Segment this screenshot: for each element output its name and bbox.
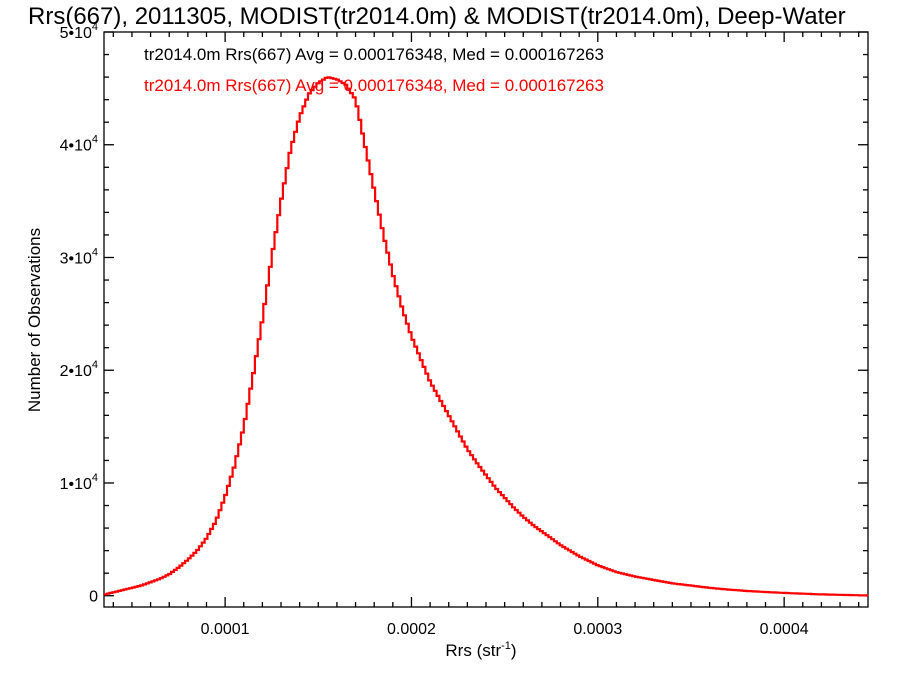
x-tick-label: 0.0003 <box>573 621 622 638</box>
y-tick-label: 2•104 <box>60 359 98 380</box>
y-tick-label: 0 <box>89 589 98 606</box>
x-tick-label: 0.0001 <box>201 621 250 638</box>
y-tick-label: 3•104 <box>60 246 98 267</box>
chart-title: Rrs(667), 2011305, MODIST(tr2014.0m) & M… <box>28 3 846 30</box>
plot-frame <box>103 31 869 608</box>
x-tick-label: 0.0004 <box>760 621 809 638</box>
y-tick-label: 4•104 <box>60 134 98 155</box>
y-axis-label: Number of Observations <box>25 228 44 412</box>
annotation-red: tr2014.0m Rrs(667) Avg = 0.000176348, Me… <box>144 76 604 95</box>
y-tick-label: 1•104 <box>60 472 98 493</box>
annotation-black: tr2014.0m Rrs(667) Avg = 0.000176348, Me… <box>144 45 604 64</box>
y-tick-label: 5•104 <box>60 21 98 42</box>
x-axis-label: Rrs (str-1) <box>445 640 516 660</box>
x-tick-label: 0.0002 <box>387 621 436 638</box>
series-line <box>104 76 869 597</box>
